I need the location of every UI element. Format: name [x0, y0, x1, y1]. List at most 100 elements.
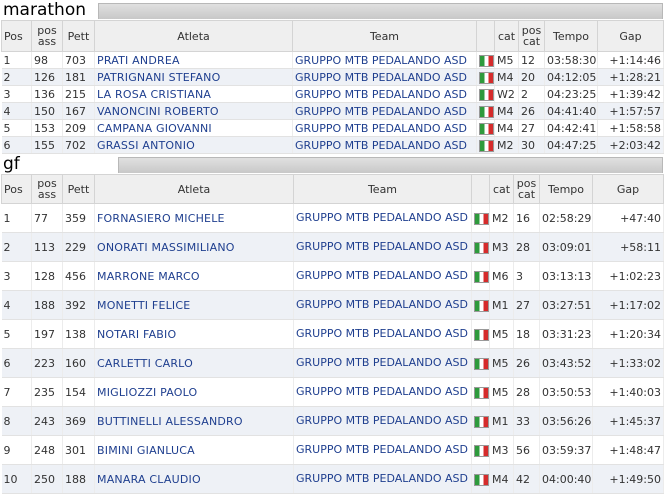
cell-cat: M4	[494, 119, 519, 137]
italy-flag-icon	[474, 386, 489, 399]
italy-flag-icon	[474, 241, 489, 254]
gf-section-header: gf	[0, 154, 665, 174]
cell-pos-cat: 16	[513, 203, 540, 233]
cell-cat: M1	[489, 406, 514, 436]
col-cat: cat	[494, 20, 519, 52]
athlete-link[interactable]: VANONCINI ROBERTO	[94, 102, 293, 120]
cell-cat: M5	[489, 348, 514, 378]
cell-tempo: 03:59:37	[539, 435, 593, 465]
team-link[interactable]: GRUPPO MTB PEDALANDO ASD	[293, 203, 472, 233]
cell-pos-ass: 248	[31, 435, 63, 465]
team-link[interactable]: GRUPPO MTB PEDALANDO ASD	[292, 68, 477, 86]
cell-pos-cat: 12	[518, 51, 545, 69]
team-link[interactable]: GRUPPO MTB PEDALANDO ASD	[293, 348, 472, 378]
cell-pos-ass: 188	[31, 290, 63, 320]
cell-gap: +1:49:50	[592, 464, 664, 494]
cell-pos-ass: 155	[31, 136, 63, 154]
gf-section-title: gf	[2, 154, 119, 174]
team-link[interactable]: GRUPPO MTB PEDALANDO ASD	[293, 406, 472, 436]
athlete-link[interactable]: FORNASIERO MICHELE	[94, 203, 294, 233]
gf-section: gf Pos pos ass Pett Atleta Team cat pos …	[0, 154, 665, 494]
athlete-link[interactable]: ONORATI MASSIMILIANO	[94, 232, 294, 262]
italy-flag-icon	[474, 473, 489, 486]
cell-tempo: 04:42:41	[544, 119, 598, 137]
team-link[interactable]: GRUPPO MTB PEDALANDO ASD	[293, 232, 472, 262]
cell-pos-ass: 197	[31, 319, 63, 349]
cell-tempo: 04:12:05	[544, 68, 598, 86]
team-link[interactable]: GRUPPO MTB PEDALANDO ASD	[293, 377, 472, 407]
team-link[interactable]: GRUPPO MTB PEDALANDO ASD	[293, 435, 472, 465]
team-link[interactable]: GRUPPO MTB PEDALANDO ASD	[292, 136, 477, 154]
gf-section-bar	[118, 157, 663, 173]
cell-tempo: 04:41:40	[544, 102, 598, 120]
marathon-section: marathon Pos pos ass Pett Atleta Team ca…	[0, 0, 665, 154]
athlete-link[interactable]: MONETTI FELICE	[94, 290, 294, 320]
athlete-link[interactable]: PATRIGNANI STEFANO	[94, 68, 293, 86]
cell-pos-cat: 33	[513, 406, 540, 436]
cell-pos-cat: 26	[518, 102, 545, 120]
cell-cat: M3	[489, 435, 514, 465]
col-flag	[476, 20, 495, 52]
team-link[interactable]: GRUPPO MTB PEDALANDO ASD	[292, 85, 477, 103]
cell-gap: +47:40	[592, 203, 664, 233]
table-row: 1 98 703 PRATI ANDREA GRUPPO MTB PEDALAN…	[1, 51, 664, 69]
italy-flag-icon	[479, 54, 494, 67]
cell-pos-ass: 150	[31, 102, 63, 120]
cell-tempo: 03:50:53	[539, 377, 593, 407]
table-row: 6 155 702 GRASSI ANTONIO GRUPPO MTB PEDA…	[1, 136, 664, 154]
col-pos: Pos	[1, 174, 32, 204]
athlete-link[interactable]: MANARA CLAUDIO	[94, 464, 294, 494]
team-link[interactable]: GRUPPO MTB PEDALANDO ASD	[292, 119, 477, 137]
col-atleta: Atleta	[94, 20, 293, 52]
cell-pos-cat: 56	[513, 435, 540, 465]
cell-cat: W2	[494, 85, 519, 103]
flag-cell	[476, 102, 495, 120]
cell-pos-ass: 223	[31, 348, 63, 378]
cell-pett: 154	[62, 377, 95, 407]
cell-tempo: 03:31:23	[539, 319, 593, 349]
flag-cell	[471, 377, 490, 407]
cell-pos: 9	[1, 435, 32, 465]
italy-flag-icon	[479, 139, 494, 152]
cell-pett: 456	[62, 261, 95, 291]
marathon-section-title: marathon	[2, 0, 99, 20]
col-pos-ass: pos ass	[31, 20, 63, 52]
team-link[interactable]: GRUPPO MTB PEDALANDO ASD	[293, 319, 472, 349]
cell-pos-cat: 3	[513, 261, 540, 291]
athlete-link[interactable]: NOTARI FABIO	[94, 319, 294, 349]
cell-pos-cat: 28	[513, 377, 540, 407]
italy-flag-icon	[479, 71, 494, 84]
team-link[interactable]: GRUPPO MTB PEDALANDO ASD	[293, 261, 472, 291]
italy-flag-icon	[474, 299, 489, 312]
athlete-link[interactable]: MIGLIOZZI PAOLO	[94, 377, 294, 407]
cell-tempo: 03:27:51	[539, 290, 593, 320]
team-link[interactable]: GRUPPO MTB PEDALANDO ASD	[292, 102, 477, 120]
cell-cat: M3	[489, 232, 514, 262]
cell-gap: +1:45:37	[592, 406, 664, 436]
cell-cat: M4	[494, 102, 519, 120]
flag-cell	[471, 232, 490, 262]
cell-cat: M2	[494, 136, 519, 154]
cell-pett: 702	[62, 136, 95, 154]
athlete-link[interactable]: GRASSI ANTONIO	[94, 136, 293, 154]
flag-cell	[476, 68, 495, 86]
team-link[interactable]: GRUPPO MTB PEDALANDO ASD	[293, 464, 472, 494]
italy-flag-icon	[474, 270, 489, 283]
cell-pos-ass: 235	[31, 377, 63, 407]
athlete-link[interactable]: PRATI ANDREA	[94, 51, 293, 69]
team-link[interactable]: GRUPPO MTB PEDALANDO ASD	[292, 51, 477, 69]
team-link[interactable]: GRUPPO MTB PEDALANDO ASD	[293, 290, 472, 320]
athlete-link[interactable]: CARLETTI CARLO	[94, 348, 294, 378]
athlete-link[interactable]: BUTTINELLI ALESSANDRO	[94, 406, 294, 436]
col-pos: Pos	[1, 20, 32, 52]
athlete-link[interactable]: MARRONE MARCO	[94, 261, 294, 291]
cell-gap: +1:48:47	[592, 435, 664, 465]
cell-pos-cat: 28	[513, 232, 540, 262]
cell-gap: +1:28:21	[597, 68, 664, 86]
athlete-link[interactable]: LA ROSA CRISTIANA	[94, 85, 293, 103]
athlete-link[interactable]: BIMINI GIANLUCA	[94, 435, 294, 465]
athlete-link[interactable]: CAMPANA GIOVANNI	[94, 119, 293, 137]
cell-pos-ass: 250	[31, 464, 63, 494]
cell-gap: +1:39:42	[597, 85, 664, 103]
cell-tempo: 03:58:30	[544, 51, 598, 69]
